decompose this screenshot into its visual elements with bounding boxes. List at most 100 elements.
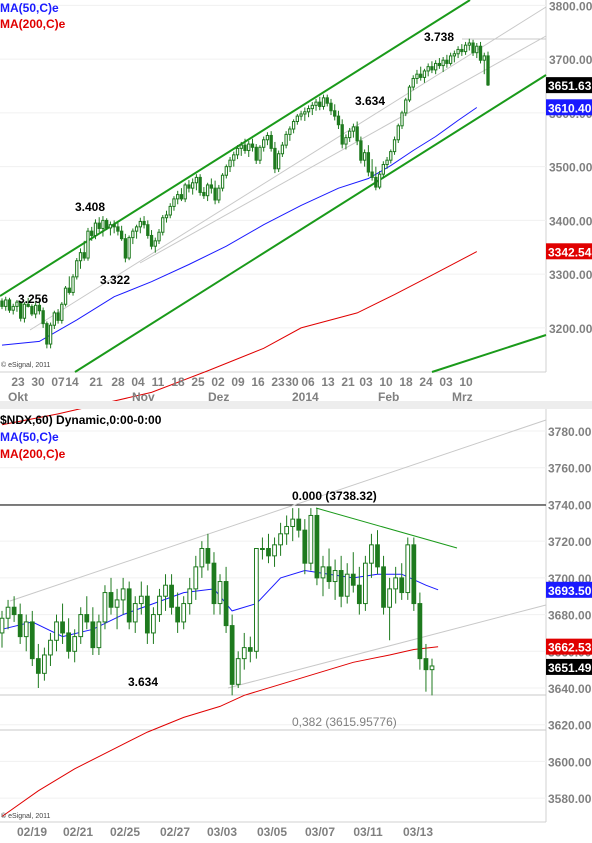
candle-body [209,184,214,189]
candle-body [120,588,126,601]
channel-lower-line-2[interactable] [227,604,547,689]
channel-mid-line[interactable] [29,6,547,331]
candle-body [41,310,45,325]
candle-body [17,614,23,638]
y-tick-label: 3720.00 [548,535,592,549]
candle-body [142,220,146,226]
channel-mid-line-2[interactable] [139,35,547,264]
candle-body [54,621,59,641]
candle-body [149,234,154,247]
candle-body [163,584,168,597]
y-tick-label: 3200.00 [549,322,592,336]
x-tick-label: 02 [211,375,225,389]
candle-body [194,176,199,184]
candle-body [213,187,217,201]
candle-body [11,305,15,311]
candle-body [169,584,174,608]
candle-body [396,125,400,141]
candle-body [370,171,374,178]
candle-body [422,70,427,78]
candle-body [381,566,386,608]
candle-body [284,133,288,146]
panel-2-title: $NDX,60) Dynamic,0:00-0:00 [0,413,162,427]
candle-body [296,518,302,531]
candle-body [48,639,53,656]
candle-body [411,77,415,88]
candle-body [291,120,296,130]
candle-body [437,62,442,67]
candle-body [179,194,184,200]
candle-body [486,55,490,86]
candle-body [146,224,150,236]
channel-upper-line[interactable] [0,0,471,297]
candle-body [325,97,329,104]
candle-body [66,632,71,652]
candle-body [126,588,132,623]
channel-upper-line-2[interactable] [9,419,547,602]
candle-body [116,226,120,232]
annotation-3738: 3.738 [424,30,454,44]
candle-body [19,301,23,319]
candle-body [366,152,371,173]
candle-body [123,238,128,259]
panel-2-candles [0,508,435,696]
candle-body [71,276,75,293]
x-tick-label: 23 [271,375,285,389]
annotation-3408: 3.408 [75,200,105,214]
candle-body [157,231,161,242]
candle-body [351,126,356,132]
panel-divider [0,401,592,409]
candle-body [260,548,265,551]
candle-body [385,159,389,165]
y-tick-label: 3600.00 [548,755,592,769]
annotation-3256: 3.256 [18,292,48,306]
candle-body [138,595,144,605]
candle-body [356,584,362,605]
candle-body [417,603,423,660]
annotation-3634-2: 3.634 [128,675,158,689]
candle-body [131,230,135,239]
candle-body [375,544,380,568]
candle-body [119,230,124,240]
candle-body [63,287,68,305]
candle-body [157,595,162,616]
candle-body [26,303,30,307]
downtrend-line[interactable] [315,507,458,549]
x-tick-label: 10 [379,375,393,389]
candle-body [172,198,176,207]
y-tick-label: 3500.00 [549,161,592,175]
candle-body [247,143,251,152]
channel-lower-line[interactable] [74,74,547,373]
panel-2-gridlines [0,430,546,799]
candle-body [478,45,483,61]
x-tick-label: 02/25 [110,825,140,839]
x-tick-label: 03/05 [257,825,287,839]
candle-body [229,625,235,685]
candle-body [205,548,211,564]
y-tick-label: 3800.00 [549,0,592,13]
candle-body [223,581,229,627]
candle-body [266,548,271,557]
ma50-series [1,107,478,346]
candle-body [241,647,247,660]
candle-body [183,184,187,200]
channel-bottom-line[interactable] [431,334,547,373]
value-badge-label: 3610.40 [548,101,592,115]
x-tick-label: 04 [131,375,145,389]
candle-body [108,224,113,229]
panel-2: 3780.003760.003740.003720.003700.003680.… [0,409,592,839]
x-tick-label: 09 [231,375,245,389]
y-tick-label: 3580.00 [548,792,592,806]
candle-body [134,226,139,232]
candle-body [164,214,169,219]
candle-body [202,191,206,197]
candle-body [56,312,60,321]
candle-body [84,614,90,623]
candle-body [362,152,367,161]
panel-2-value-badges: 3693.50 3662.53 3651.49 [546,581,592,675]
x-period-label: 2014 [292,390,319,404]
candle-body [112,224,116,228]
candle-body [475,45,479,54]
x-tick-label: 03/07 [305,825,335,839]
candle-body [415,73,419,79]
